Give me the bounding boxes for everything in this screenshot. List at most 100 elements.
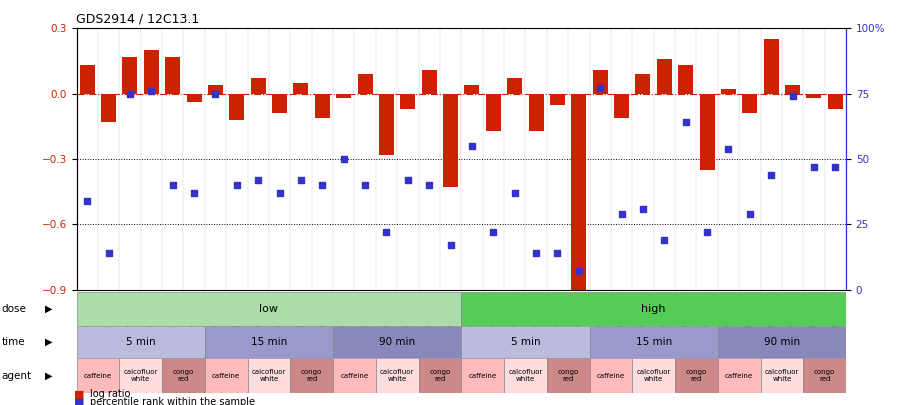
Bar: [764, 39, 778, 94]
Point: [444, 242, 458, 248]
Bar: [593, 70, 608, 94]
Text: log ratio: log ratio: [90, 389, 130, 399]
Bar: [635, 74, 651, 94]
Bar: [803, 358, 846, 393]
Bar: [400, 94, 415, 109]
Bar: [675, 358, 718, 393]
Text: dose: dose: [2, 304, 27, 314]
Text: congo
red: congo red: [173, 369, 194, 382]
Bar: [590, 358, 632, 393]
Bar: [230, 94, 244, 120]
Point: [806, 164, 821, 170]
Point: [273, 190, 287, 196]
Text: ■: ■: [74, 397, 85, 405]
Point: [166, 182, 180, 188]
Text: caffeine: caffeine: [597, 373, 625, 379]
Point: [251, 177, 266, 183]
Bar: [590, 326, 718, 358]
Point: [144, 88, 158, 94]
Bar: [721, 90, 736, 94]
Bar: [208, 85, 223, 94]
Text: agent: agent: [2, 371, 32, 381]
Text: caffeine: caffeine: [212, 373, 240, 379]
Bar: [251, 79, 266, 94]
Bar: [806, 94, 822, 98]
Point: [657, 237, 671, 243]
Bar: [357, 74, 373, 94]
Point: [742, 211, 757, 217]
Text: ▶: ▶: [45, 337, 52, 347]
Bar: [679, 65, 693, 94]
Bar: [186, 94, 202, 102]
Point: [721, 145, 735, 152]
Bar: [718, 358, 760, 393]
Text: 15 min: 15 min: [635, 337, 671, 347]
Text: congo
red: congo red: [301, 369, 322, 382]
Text: calcofluor
white: calcofluor white: [765, 369, 799, 382]
Point: [187, 190, 202, 196]
Bar: [632, 358, 675, 393]
Point: [400, 177, 415, 183]
Text: 90 min: 90 min: [764, 337, 800, 347]
Text: calcofluor
white: calcofluor white: [636, 369, 670, 382]
Text: low: low: [259, 304, 278, 314]
Point: [315, 182, 329, 188]
Text: percentile rank within the sample: percentile rank within the sample: [90, 397, 255, 405]
Bar: [461, 358, 504, 393]
Point: [122, 90, 137, 97]
Bar: [464, 85, 480, 94]
Bar: [422, 70, 436, 94]
Bar: [504, 358, 547, 393]
Bar: [376, 358, 418, 393]
Text: caffeine: caffeine: [725, 373, 753, 379]
Bar: [486, 94, 500, 131]
Text: calcofluor
white: calcofluor white: [123, 369, 158, 382]
Bar: [122, 57, 138, 94]
Bar: [101, 94, 116, 122]
Point: [529, 250, 544, 256]
Text: high: high: [642, 304, 666, 314]
Bar: [379, 94, 394, 155]
Text: 5 min: 5 min: [126, 337, 156, 347]
Point: [422, 182, 436, 188]
Text: ▶: ▶: [45, 304, 52, 314]
Point: [293, 177, 308, 183]
Text: caffeine: caffeine: [84, 373, 112, 379]
Point: [700, 229, 715, 235]
Bar: [76, 292, 461, 326]
Text: 15 min: 15 min: [251, 337, 287, 347]
Bar: [272, 94, 287, 113]
Bar: [144, 50, 158, 94]
Bar: [80, 65, 94, 94]
Bar: [76, 326, 205, 358]
Bar: [657, 59, 671, 94]
Bar: [166, 57, 180, 94]
Point: [550, 250, 564, 256]
Bar: [162, 358, 205, 393]
Point: [102, 250, 116, 256]
Bar: [461, 292, 846, 326]
Bar: [572, 94, 586, 290]
Bar: [614, 94, 629, 117]
Text: calcofluor
white: calcofluor white: [380, 369, 414, 382]
Bar: [785, 85, 800, 94]
Point: [230, 182, 244, 188]
Text: 90 min: 90 min: [379, 337, 415, 347]
Bar: [547, 358, 590, 393]
Bar: [443, 94, 458, 187]
Text: congo
red: congo red: [814, 369, 835, 382]
Bar: [461, 326, 590, 358]
Bar: [718, 326, 846, 358]
Bar: [333, 326, 461, 358]
Text: caffeine: caffeine: [469, 373, 497, 379]
Point: [764, 171, 778, 178]
Text: calcofluor
white: calcofluor white: [252, 369, 286, 382]
Point: [486, 229, 500, 235]
Bar: [119, 358, 162, 393]
Point: [508, 190, 522, 196]
Point: [615, 211, 629, 217]
Bar: [76, 358, 119, 393]
Bar: [290, 358, 333, 393]
Text: 5 min: 5 min: [510, 337, 540, 347]
Point: [572, 268, 586, 275]
